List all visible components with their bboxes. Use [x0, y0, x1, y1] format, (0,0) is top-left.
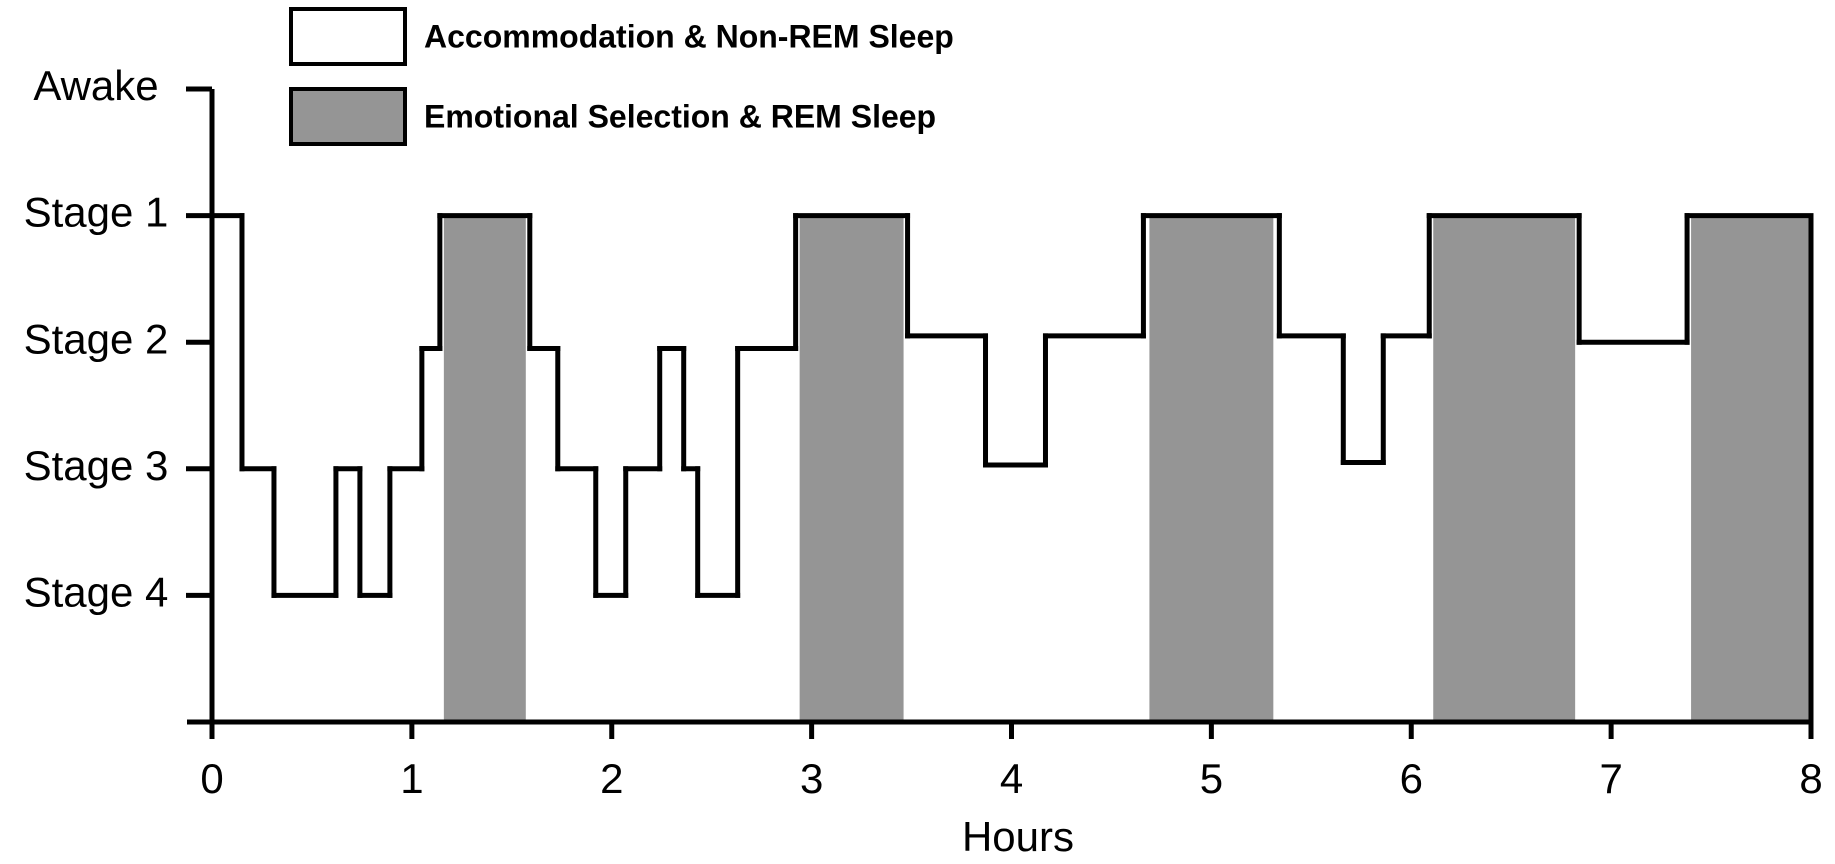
y-tick-label: Awake [33, 62, 158, 109]
legend-label: Accommodation & Non-REM Sleep [424, 18, 954, 54]
y-tick-label: Stage 4 [24, 568, 169, 615]
x-tick-label: 8 [1799, 755, 1822, 802]
y-tick-label: Stage 1 [24, 189, 169, 236]
rem-period [799, 215, 904, 722]
legend-swatch [289, 87, 407, 146]
y-tick-label: Stage 3 [24, 442, 169, 489]
x-tick-label: 5 [1200, 755, 1223, 802]
x-tick-label: 7 [1599, 755, 1622, 802]
x-tick-label: 3 [800, 755, 823, 802]
x-tick-label: 2 [600, 755, 623, 802]
x-tick-label: 4 [1000, 755, 1023, 802]
x-axis-label: Hours [962, 813, 1074, 860]
rem-period [1433, 215, 1576, 722]
y-tick-label: Stage 2 [24, 315, 169, 362]
x-tick-label: 0 [200, 755, 223, 802]
x-tick-label: 6 [1400, 755, 1423, 802]
rem-period [1691, 215, 1811, 722]
x-tick-label: 1 [400, 755, 423, 802]
rem-period [1149, 215, 1274, 722]
rem-period [443, 215, 526, 722]
legend-label: Emotional Selection & REM Sleep [424, 98, 936, 134]
legend-swatch [289, 7, 407, 66]
